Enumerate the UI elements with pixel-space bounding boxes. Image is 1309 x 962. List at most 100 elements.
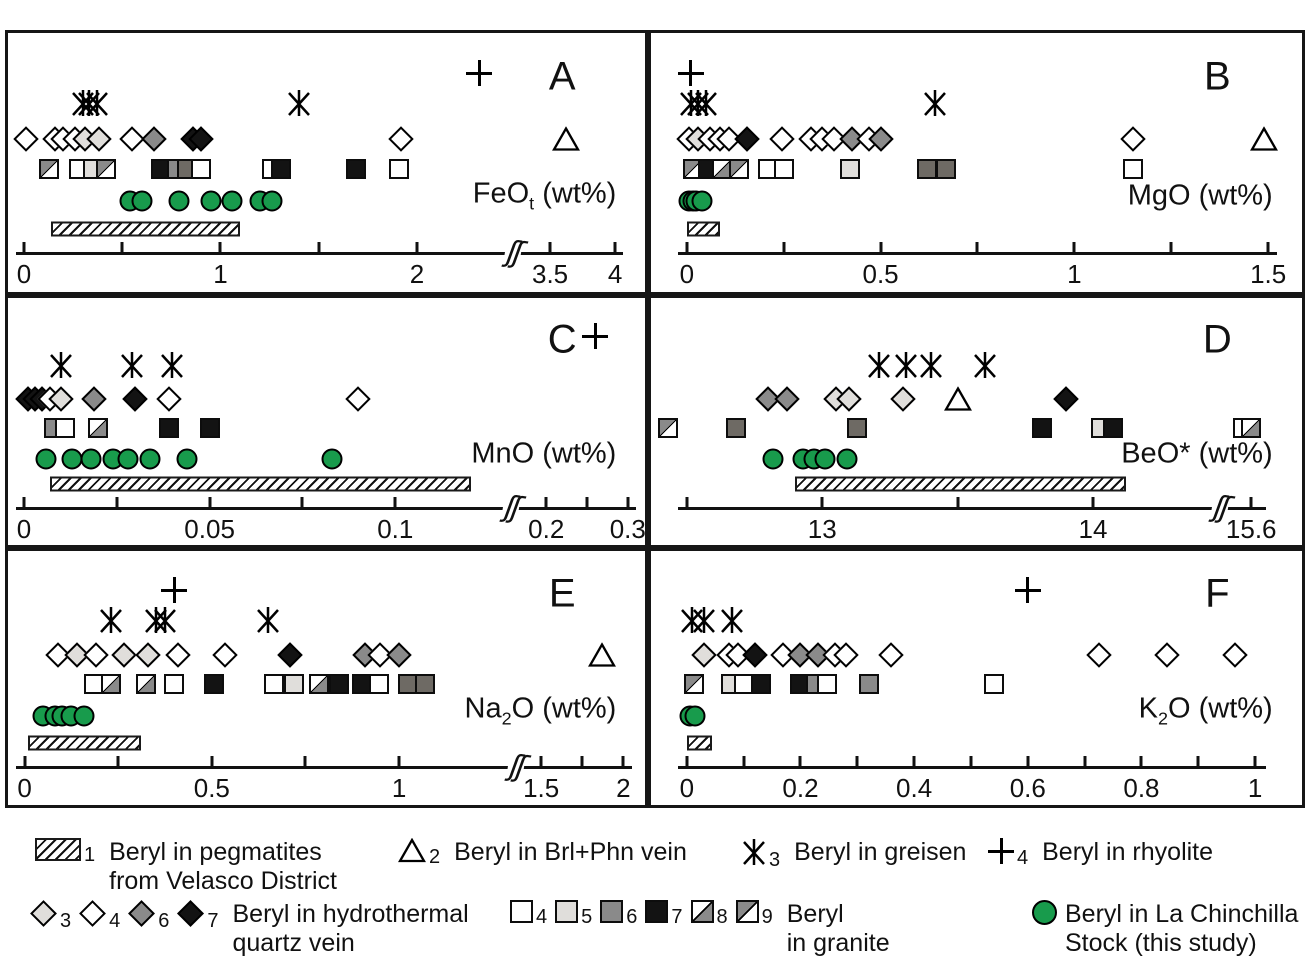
marker-granite-square-black [1031, 417, 1052, 438]
legend-glyphs-bar: 1 [35, 838, 101, 866]
axis-tick-label: 0.5 [862, 258, 899, 289]
axis-tick [879, 241, 883, 255]
axis-tick [956, 496, 960, 510]
marker-brl-phn-triangle [551, 126, 580, 152]
marker-greisen-star [256, 606, 280, 634]
marker-hydrothermal-diamond-open [769, 126, 795, 152]
square-icon-s9 [735, 900, 759, 923]
marker-greisen-star [680, 606, 704, 634]
axis-tick-label: 3.5 [532, 258, 569, 289]
axis-title-F: K2O (wt%) [1138, 692, 1273, 729]
axis-tick [303, 755, 307, 769]
marker-hydrothermal-diamond-gray [774, 386, 800, 412]
axis-tick-label: 2 [409, 258, 425, 289]
legend-glyphs-star: 3 [742, 838, 786, 871]
legend-item-circle: Beryl in La Chinchilla Stock (this study) [1032, 900, 1298, 958]
marker-granite-square-black [203, 674, 224, 695]
marker-greisen-star [99, 606, 123, 634]
marker-granite-square-black [346, 158, 367, 179]
legend-label-line: Beryl in Brl+Phn vein [454, 838, 687, 866]
hatched-bar-icon [35, 838, 81, 861]
axis-tick [1253, 755, 1257, 769]
axis-tick [1266, 241, 1270, 255]
axis-title-D: BeO* (wt%) [1121, 437, 1273, 470]
marker-hydrothermal-diamond-open [1222, 642, 1248, 668]
legend-sample-number: 1 [84, 844, 96, 866]
marker-hydrothermal-diamond-gray [81, 386, 108, 412]
legend-label-line: from Velasco District [109, 867, 337, 895]
marker-greisen-star [867, 351, 891, 379]
axis-tick [22, 241, 26, 255]
marker-la-chinchilla-circle [35, 448, 57, 470]
marker-granite-square-open [983, 674, 1004, 695]
x-axis [678, 506, 1266, 510]
legend-item-bar: 1 Beryl in pegmatites from Velasco Distric… [35, 838, 337, 896]
axis-title-A: FeOt (wt%) [472, 177, 617, 214]
axis-tick-label: 13 [807, 513, 837, 544]
axis-tick [548, 241, 552, 255]
marker-hydrothermal-diamond-open [165, 642, 191, 668]
axis-tick [1091, 496, 1095, 510]
legend-sample-number: 8 [716, 906, 728, 928]
marker-granite-square-lt [839, 158, 860, 179]
legend: 1 Beryl in pegmatites from Velasco Distric… [0, 808, 1309, 962]
marker-granite-square-open [368, 674, 389, 695]
marker-granite-square-dgray [917, 158, 938, 179]
marker-granite-square-lt [284, 674, 305, 695]
panel-letter-B: B [1204, 54, 1231, 99]
axis-tick-label: 15.6 [1225, 513, 1277, 544]
legend-label: Beryl in Brl+Phn vein [454, 838, 687, 867]
square-icon-lt [555, 900, 579, 923]
legend-sample-number: 4 [536, 906, 548, 928]
marker-la-chinchilla-circle [131, 190, 153, 212]
axis-tick [820, 496, 824, 510]
marker-hydrothermal-diamond-open [878, 642, 905, 668]
marker-granite-square-dgray [414, 674, 435, 695]
square-icon-black [645, 900, 669, 923]
marker-granite-square-open [817, 674, 838, 695]
marker-hydrothermal-diamond-black [1053, 386, 1079, 412]
marker-hydrothermal-diamond-lt [890, 386, 917, 412]
axis-tick [585, 496, 589, 510]
legend-sample-number: 3 [60, 910, 72, 932]
axis-tick [415, 241, 419, 255]
legend-label: Beryl in hydrothermal quartz vein [233, 900, 469, 958]
marker-granite-square-open [190, 158, 211, 179]
legend-label: Beryl in granite [787, 900, 890, 958]
marker-la-chinchilla-circle [684, 705, 706, 727]
marker-granite-square-black [1102, 417, 1123, 438]
legend-label-line: Beryl in hydrothermal [232, 900, 469, 928]
marker-granite-square-gray [858, 674, 879, 695]
square-icon-open [510, 900, 533, 923]
square-icon-gray [600, 900, 624, 923]
axis-tick [685, 241, 689, 255]
marker-hydrothermal-diamond-gray [140, 126, 167, 152]
marker-granite-square-black [199, 417, 220, 438]
legend-glyphs-plus: 4 [988, 838, 1034, 869]
axis-tick-label: 0.6 [1009, 772, 1046, 803]
axis-tick [975, 241, 979, 255]
legend-glyphs-triangle: 2 [398, 837, 446, 868]
marker-hydrothermal-diamond-open [82, 642, 109, 668]
legend-sample-number: 4 [1017, 847, 1029, 869]
axis-tick [685, 755, 689, 769]
legend-label-line: Beryl in pegmatites [109, 838, 322, 866]
marker-granite-square-black [271, 158, 292, 179]
legend-label-line: Stock (this study) [1065, 929, 1257, 957]
axis-tick-label: 0.05 [184, 513, 235, 544]
axis-tick [539, 755, 543, 769]
marker-granite-square-dgray [847, 417, 868, 438]
legend-label-line: Beryl in La Chinchilla [1065, 900, 1299, 928]
legend-sample-number: 5 [581, 906, 593, 928]
marker-granite-square-dgray [936, 158, 957, 179]
legend-sample-number: 9 [761, 906, 773, 928]
legend-item-triangle: 2 Beryl in Brl+Phn vein [398, 837, 687, 868]
legend-item-star: 3 Beryl in greisen [742, 838, 966, 871]
axis-tick-label: 0 [16, 258, 32, 289]
axis-tick [798, 755, 802, 769]
legend-label-line: Beryl in rhyolite [1042, 838, 1214, 866]
axis-tick-label: 1 [1067, 258, 1082, 289]
legend-sample-number: 3 [769, 849, 781, 871]
axis-tick [1169, 241, 1173, 255]
